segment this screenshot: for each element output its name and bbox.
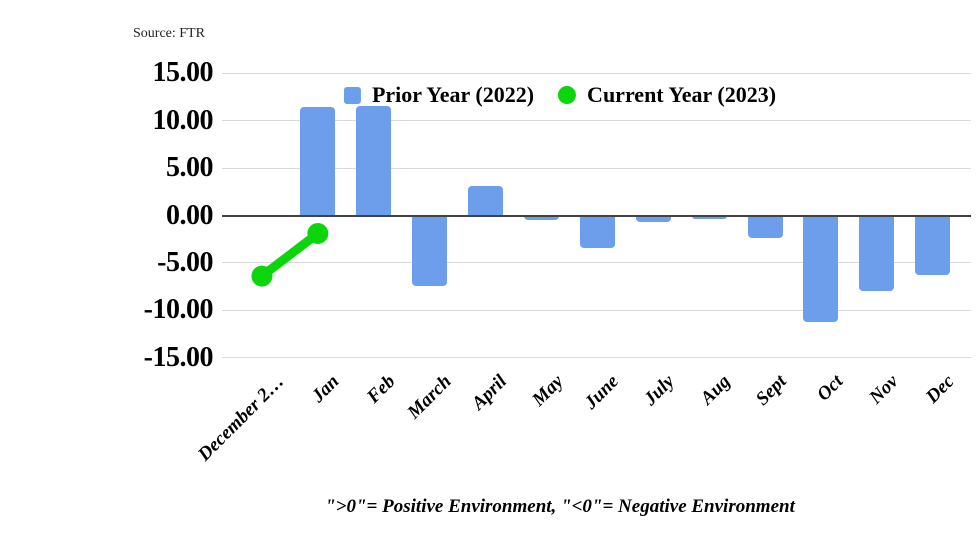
x-axis-label-june: June	[580, 371, 624, 414]
source-label: Source: FTR	[133, 26, 205, 41]
bar-may	[523, 215, 559, 221]
bar-dec	[915, 215, 951, 276]
gridline	[222, 167, 971, 169]
legend-circle-swatch-icon	[558, 86, 577, 104]
x-axis-label-july: July	[640, 371, 680, 410]
x-axis-label-dec: Dec	[922, 371, 959, 408]
x-axis-label-feb: Feb	[363, 371, 400, 408]
gridline	[222, 262, 971, 264]
x-axis-label-sept: Sept	[752, 371, 791, 410]
y-axis-label-15: 15.00	[152, 57, 214, 89]
footer-note: ">0"= Positive Environment, "<0"= Negati…	[325, 496, 795, 517]
y-axis-label--5: -5.00	[157, 246, 213, 278]
bar-feb	[356, 105, 392, 216]
bar-june	[579, 215, 615, 248]
gridline	[222, 357, 971, 358]
x-axis-label-nov: Nov	[865, 371, 903, 409]
legend-square-swatch-icon	[343, 86, 361, 104]
y-axis-label--10: -10.00	[143, 294, 214, 326]
line-marker	[307, 222, 329, 244]
bar-nov	[859, 215, 895, 292]
bar-march	[412, 215, 448, 286]
bar-jan	[300, 106, 336, 216]
bar-oct	[803, 215, 839, 322]
x-axis-label-may: May	[527, 371, 568, 411]
y-axis-label-10: 10.00	[152, 104, 214, 136]
legend: Prior Year (2022) Current Year (2023)	[343, 82, 776, 108]
x-axis-label-april: April	[468, 371, 512, 415]
y-axis-label--15: -15.00	[143, 341, 214, 373]
legend-label: Current Year (2023)	[587, 82, 777, 107]
x-axis-label-march: March	[403, 371, 456, 424]
line-segment	[257, 228, 323, 281]
gridline	[222, 309, 971, 311]
bar-april	[468, 186, 504, 216]
legend-item-prior-year-2022: Prior Year (2022)	[343, 82, 535, 108]
bar-sept	[747, 215, 783, 239]
gridline	[222, 120, 971, 122]
x-axis-label-december-2: December 2…	[193, 371, 288, 466]
zero-axis-line	[222, 214, 971, 217]
line-marker	[251, 265, 273, 287]
bar-july	[635, 215, 671, 223]
y-axis-label-0: 0.00	[166, 199, 214, 231]
legend-item-current-year-2023: Current Year (2023)	[558, 82, 776, 108]
gridline	[222, 72, 971, 74]
bar-aug	[691, 215, 727, 220]
legend-label: Prior Year (2022)	[371, 82, 535, 107]
y-axis-label-5: 5.00	[166, 152, 214, 184]
x-axis-label-oct: Oct	[812, 371, 847, 406]
x-axis-label-jan: Jan	[307, 371, 344, 407]
x-axis-label-aug: Aug	[696, 371, 736, 410]
